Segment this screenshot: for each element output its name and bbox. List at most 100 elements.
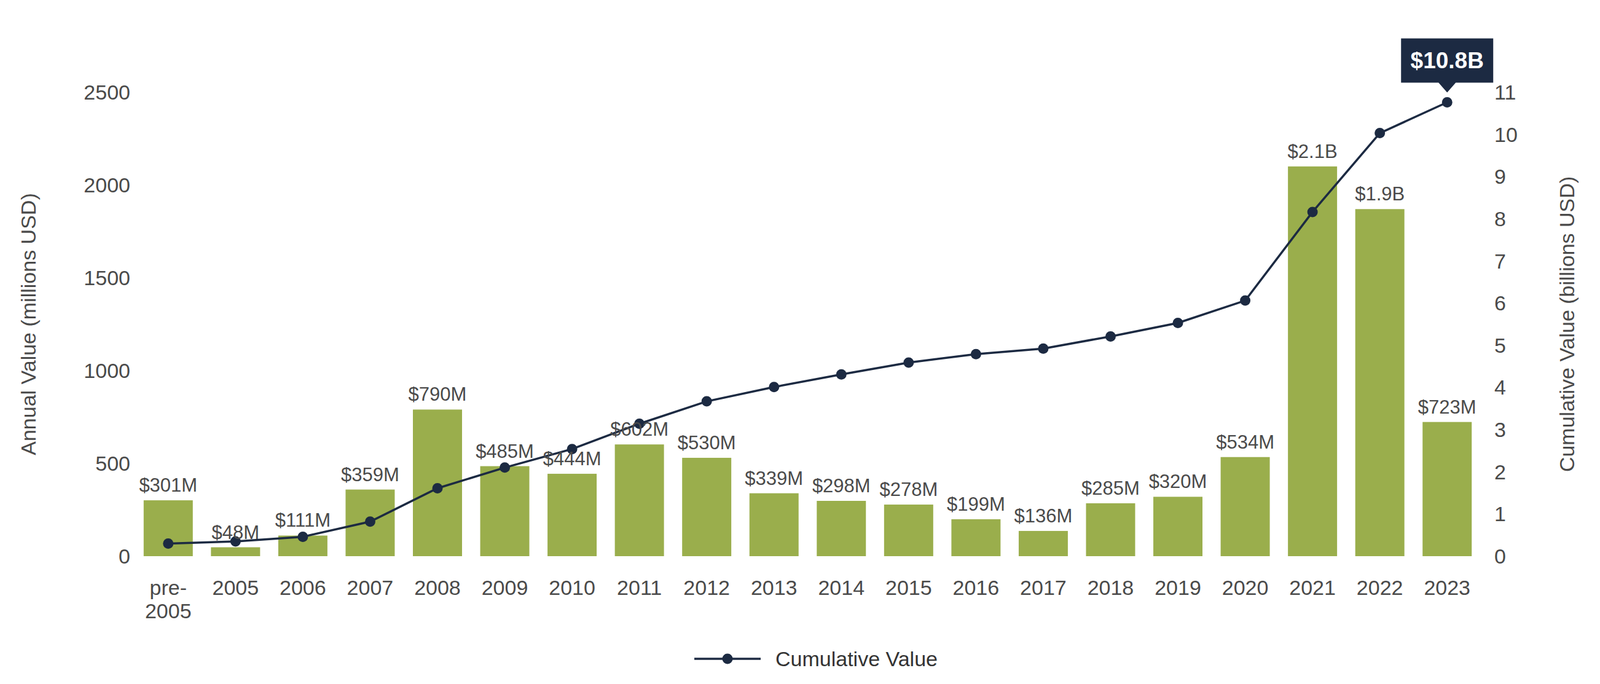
- bar: [345, 489, 395, 557]
- data-label: $485M: [475, 440, 534, 463]
- line-marker: [1307, 206, 1318, 217]
- bar: [143, 500, 193, 557]
- bar: [1153, 496, 1203, 557]
- data-label: $285M: [1081, 477, 1140, 499]
- line-marker: [1239, 295, 1251, 306]
- x-tick-label: 2006: [279, 575, 327, 600]
- data-label: $602M: [610, 418, 669, 440]
- line-marker: [364, 516, 376, 527]
- y2-tick-label: 10: [1494, 122, 1518, 147]
- x-tick-label: 2008: [414, 575, 461, 600]
- x-tick-label: 2022: [1356, 575, 1404, 600]
- data-label: $534M: [1215, 431, 1275, 453]
- x-tick-part: pre-: [149, 575, 187, 600]
- data-label: $320M: [1149, 470, 1208, 493]
- callout-label: $10.8B: [1410, 47, 1484, 74]
- x-tick-label: 2005: [212, 575, 260, 600]
- y2-tick-label: 2: [1494, 460, 1506, 484]
- data-label: $278M: [879, 478, 938, 501]
- bar: [615, 444, 665, 557]
- y2-tick-label: 8: [1494, 207, 1506, 231]
- data-label: $48M: [211, 521, 260, 544]
- bar: [210, 547, 260, 557]
- y2-axis-title: Cumulative Value (billions USD): [1555, 176, 1579, 472]
- y2-tick-label: 9: [1494, 164, 1506, 189]
- line-marker: [1374, 127, 1385, 139]
- bar: [1018, 530, 1068, 557]
- bar: [682, 457, 732, 557]
- line-marker: [1172, 317, 1184, 329]
- line-marker: [836, 369, 847, 380]
- data-label: $723M: [1418, 396, 1477, 418]
- y-tick-label: 1000: [83, 358, 131, 383]
- bar: [951, 519, 1001, 557]
- y2-tick-label: 4: [1494, 375, 1506, 399]
- data-label: $111M: [275, 509, 331, 531]
- legend-marker: [722, 653, 734, 665]
- x-tick-label: 2020: [1222, 575, 1269, 600]
- bar: [1085, 503, 1135, 557]
- bar: [1355, 208, 1405, 557]
- x-tick-label: 2016: [952, 575, 1000, 600]
- chart: 0500100015002000250001234567891011Annual…: [0, 0, 1600, 684]
- bar: [547, 473, 597, 557]
- y-tick-label: 500: [95, 451, 131, 475]
- legend: Cumulative Value: [694, 647, 938, 671]
- x-tick-part: 2005: [145, 599, 192, 623]
- line-marker: [1105, 331, 1116, 342]
- y-tick-label: 1500: [83, 266, 131, 290]
- marks: [143, 97, 1472, 557]
- y2-tick-label: 1: [1494, 501, 1506, 526]
- line-marker: [903, 356, 914, 368]
- bar: [816, 500, 866, 557]
- data-label: $339M: [744, 467, 804, 490]
- data-label: $298M: [812, 474, 871, 497]
- y2-tick-label: 7: [1494, 249, 1506, 273]
- data-label: $1.9B: [1354, 183, 1405, 205]
- x-tick-label: 2021: [1289, 575, 1336, 600]
- x-tick-label: 2012: [683, 575, 730, 600]
- x-tick-label: 2011: [616, 575, 662, 600]
- cumulative-line: [168, 101, 1448, 544]
- x-tick-label: 2018: [1087, 575, 1135, 600]
- data-label: $301M: [138, 474, 198, 496]
- data-label: $199M: [946, 493, 1006, 515]
- x-tick-label: pre-2005: [145, 575, 192, 623]
- labels: $301M $48M $111M $359M $790M $485M $444M $602M $…: [138, 38, 1494, 543]
- x-tick-label: 2017: [1019, 575, 1067, 600]
- x-tick-label: 2015: [885, 575, 933, 600]
- x-tick-label: 2014: [817, 575, 865, 600]
- callout-box: [1400, 38, 1494, 93]
- bar: [1287, 166, 1338, 557]
- y2-tick-label: 5: [1494, 333, 1506, 357]
- x-tick-label: 2013: [750, 575, 798, 600]
- y-tick-label: 0: [118, 544, 131, 568]
- data-label: $530M: [677, 431, 737, 454]
- line-marker: [701, 396, 713, 407]
- line-marker: [431, 482, 443, 494]
- bar: [749, 493, 799, 557]
- line-marker: [297, 531, 308, 542]
- line-marker: [970, 349, 982, 360]
- y2-tick-label: 6: [1494, 291, 1506, 315]
- x-tick-label: 2019: [1154, 575, 1202, 600]
- line-marker: [499, 462, 510, 473]
- line-marker: [1442, 97, 1453, 108]
- y2-tick-label: 11: [1494, 80, 1516, 104]
- line-marker: [1037, 343, 1049, 354]
- y-tick-label: 2000: [83, 173, 131, 197]
- line-marker: [768, 381, 780, 393]
- x-tick-label: 2010: [548, 575, 596, 600]
- data-label: $790M: [408, 383, 467, 405]
- x-tick-label: 2007: [347, 575, 394, 600]
- data-label: $359M: [341, 463, 400, 486]
- data-label: $444M: [543, 447, 602, 470]
- legend-label: Cumulative Value: [775, 647, 938, 671]
- bar: [884, 504, 934, 557]
- x-tick-label: 2009: [481, 575, 529, 600]
- data-label: $2.1B: [1287, 140, 1338, 163]
- y2-tick-label: 3: [1494, 417, 1506, 442]
- y-axis-title: Annual Value (millions USD): [16, 192, 40, 455]
- bar: [480, 466, 530, 557]
- line-marker: [162, 538, 174, 549]
